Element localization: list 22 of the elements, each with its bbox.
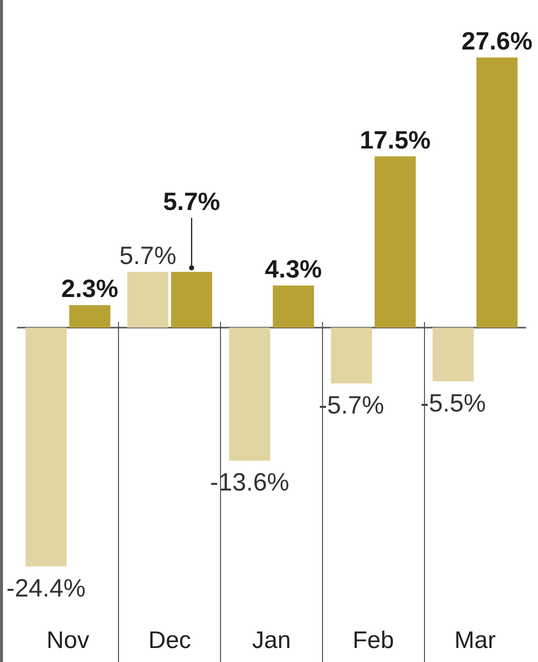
data-label: 2.3% xyxy=(61,275,118,304)
bar xyxy=(69,305,110,328)
x-tick-label: Jan xyxy=(252,627,291,654)
x-tick-label: Feb xyxy=(352,627,394,654)
x-tick-label: Mar xyxy=(454,627,496,654)
data-label: 5.7% xyxy=(163,188,220,216)
data-label: 27.6% xyxy=(462,27,532,56)
x-tick-label: Dec xyxy=(148,627,192,654)
bar xyxy=(476,57,518,328)
bar xyxy=(25,328,67,566)
data-label: 4.3% xyxy=(264,256,322,284)
data-label: 5.7% xyxy=(119,242,176,270)
bar xyxy=(127,272,168,328)
data-label: -24.4% xyxy=(6,574,86,602)
bar xyxy=(272,286,314,328)
bar xyxy=(171,272,212,328)
bar xyxy=(330,328,372,384)
bar xyxy=(229,328,270,461)
x-tick-label: Nov xyxy=(46,627,90,654)
bar xyxy=(432,328,474,382)
bar xyxy=(374,156,416,328)
data-label: 17.5% xyxy=(360,126,431,154)
